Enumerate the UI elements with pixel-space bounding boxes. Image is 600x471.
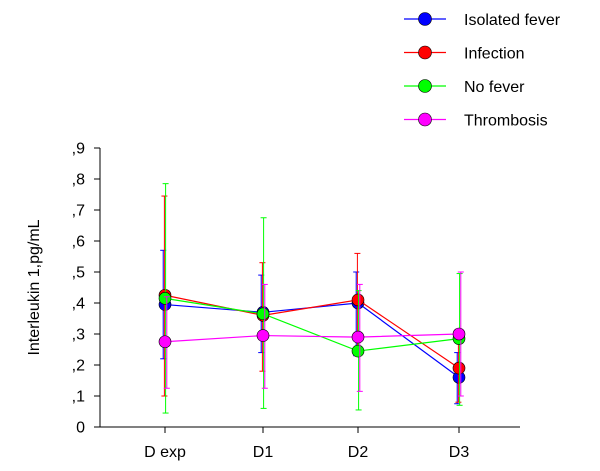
- legend-label: No fever: [464, 79, 525, 96]
- y-tick-label: ,9: [72, 141, 85, 158]
- x-tick-label: D2: [348, 444, 369, 461]
- series-thrombosis: [158, 271, 466, 397]
- data-point: [256, 329, 270, 342]
- y-axis-ticks: 0 ,1 ,2 ,3 ,4 ,5 ,6 ,7 ,8 ,9: [72, 141, 100, 437]
- y-tick-label: ,5: [72, 265, 85, 282]
- legend-item: Isolated fever: [404, 12, 561, 29]
- series-line: [164, 302, 460, 378]
- legend-marker: [418, 79, 432, 93]
- data-point: [351, 344, 365, 358]
- legend-item: No fever: [404, 79, 525, 96]
- series-line: [164, 297, 460, 352]
- y-tick-label: ,2: [72, 358, 85, 375]
- data-point: [452, 327, 466, 341]
- data-point: [452, 361, 466, 375]
- legend-label: Isolated fever: [464, 12, 561, 29]
- series-line: [164, 333, 460, 343]
- y-tick-label: ,6: [72, 234, 85, 251]
- y-tick-label: 0: [76, 420, 85, 437]
- y-tick-label: ,1: [72, 389, 85, 406]
- data-point: [351, 293, 365, 307]
- legend-label: Infection: [464, 46, 524, 63]
- legend-marker: [418, 112, 432, 127]
- series-no-fever: [158, 183, 466, 414]
- y-tick-label: ,3: [72, 327, 85, 344]
- data-point: [351, 330, 365, 344]
- data-point: [256, 307, 270, 321]
- series-infection: [158, 195, 466, 403]
- y-axis-title: Interleukin 1,pg/mL: [26, 219, 43, 355]
- legend-item: Thrombosis: [404, 113, 548, 130]
- plot-area: [158, 183, 466, 414]
- legend-marker: [418, 12, 432, 26]
- legend-label: Thrombosis: [464, 113, 548, 130]
- series-isolated-fever: [158, 249, 466, 405]
- x-tick-label: D1: [253, 444, 274, 461]
- y-tick-label: ,7: [72, 203, 85, 220]
- axes: [99, 148, 520, 428]
- legend-marker: [418, 45, 432, 60]
- data-point: [158, 335, 172, 349]
- y-tick-label: ,8: [72, 172, 85, 189]
- legend: Isolated fever Infection No fever Thrombosi…: [404, 12, 561, 130]
- y-tick-label: ,4: [72, 296, 85, 313]
- x-tick-label: D3: [449, 444, 470, 461]
- data-point: [158, 292, 172, 305]
- x-tick-label: D exp: [144, 444, 186, 461]
- x-axis-ticks: D exp D1 D2 D3: [144, 427, 469, 461]
- series-line: [164, 294, 460, 369]
- legend-item: Infection: [404, 46, 524, 63]
